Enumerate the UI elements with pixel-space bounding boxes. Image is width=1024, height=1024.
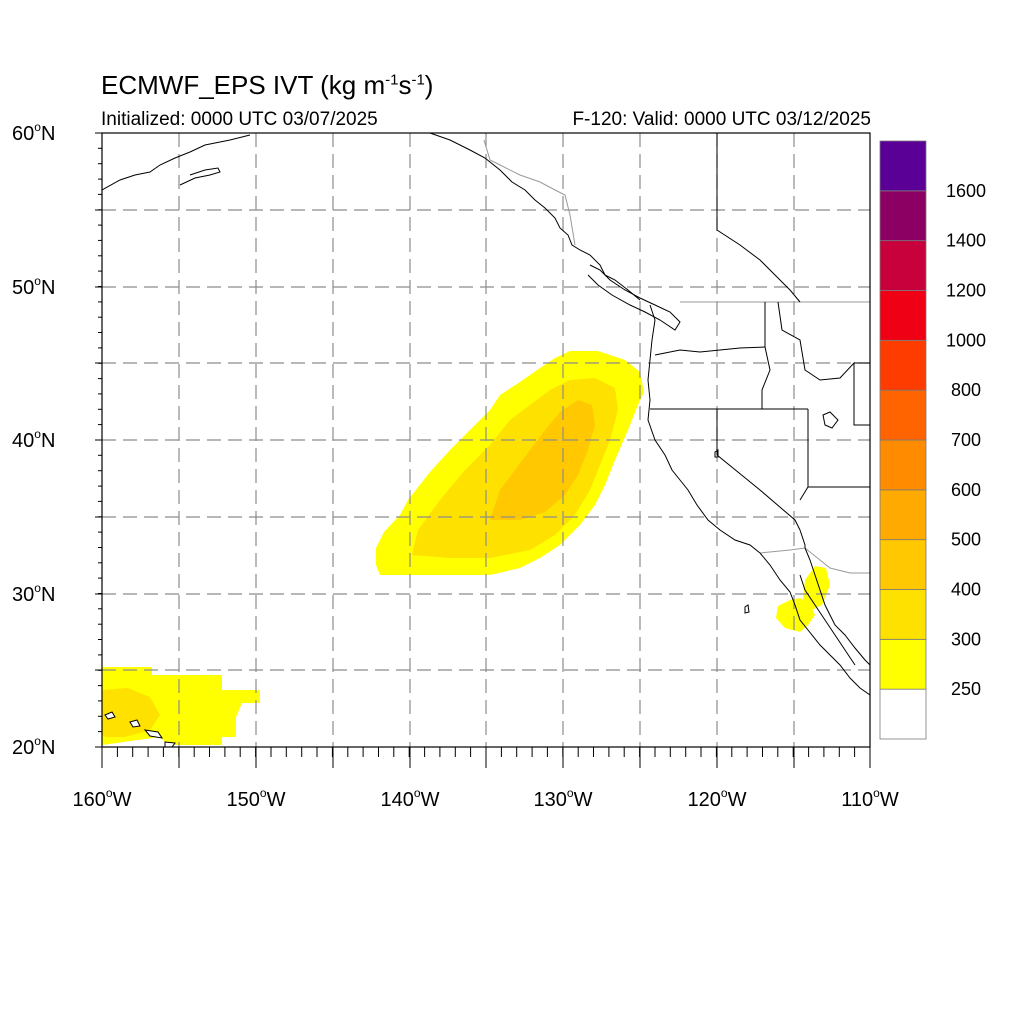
political-boundaries — [483, 139, 870, 574]
lat-lon-grid — [102, 133, 870, 747]
gulf-of-alaska-coast — [429, 133, 641, 301]
nv-ut-border — [799, 409, 809, 501]
colorbar-label-1200: 1200 — [946, 281, 986, 301]
colorbar-box-3 — [879, 539, 927, 590]
map-title: ECMWF_EPS IVT (kg m-1s-1) — [101, 70, 434, 100]
colorbar-label-250: 250 — [951, 679, 981, 699]
colorbar-box-6 — [879, 389, 927, 441]
colorbar: 250 300 400 500 600 700 800 1000 1200 1400 1600 — [879, 140, 986, 740]
bc-ab-border — [716, 133, 801, 303]
us-mexico-border — [759, 547, 870, 574]
colorbar-box-7 — [879, 339, 927, 391]
colorbar-box-10 — [879, 190, 927, 242]
colorbar-box-4 — [879, 489, 927, 541]
x-axis-labels: 160oW 150oW 140oW 130oW 120oW 110oW — [73, 786, 899, 811]
hawaii-island-3 — [143, 729, 164, 739]
hawaii-island-1 — [104, 711, 116, 720]
init-time-label: Initialized: 0000 UTC 03/07/2025 — [101, 109, 378, 130]
or-id-border — [761, 346, 771, 409]
colorbar-label-1600: 1600 — [946, 181, 986, 201]
x-tick-140w: 140oW — [381, 786, 440, 811]
colorbar-label-500: 500 — [951, 530, 981, 550]
bc-coast — [587, 264, 681, 331]
colorbar-box-8 — [879, 290, 927, 341]
alaska-west-coast — [102, 134, 251, 191]
minor-ticks — [98, 132, 871, 757]
baja-east-coast — [804, 547, 870, 666]
hawaii-island-2 — [129, 719, 141, 728]
map-area — [102, 133, 870, 747]
ca-nv-border — [716, 409, 801, 531]
colorbar-label-1400: 1400 — [946, 231, 986, 251]
alaska-canada-border — [483, 139, 576, 246]
baja-west-coast — [759, 552, 870, 696]
ivt-shading — [102, 351, 830, 745]
colorbar-box-11 — [879, 140, 927, 192]
y-tick-50: 50oN — [12, 274, 55, 299]
y-axis-labels: 60oN 50oN 40oN 30oN 20oN — [12, 120, 55, 759]
x-tick-150w: 150oW — [227, 786, 286, 811]
west-coast-us — [647, 304, 761, 554]
great-salt-lake — [822, 411, 839, 429]
hawaii-island-4 — [164, 741, 176, 747]
colorbar-label-700: 700 — [951, 430, 981, 450]
valid-time-label: F-120: Valid: 0000 UTC 03/12/2025 — [572, 109, 871, 130]
mexico-mainland-coast — [799, 574, 856, 666]
ivt-baja-blob1 — [776, 598, 815, 632]
wa-or-border — [654, 346, 766, 356]
x-tick-130w: 130oW — [534, 786, 593, 811]
colorbar-box-0 — [879, 688, 927, 740]
colorbar-box-2 — [879, 589, 927, 640]
ivt-baja-blob2 — [803, 566, 830, 610]
guadalupe-island — [744, 604, 750, 614]
colorbar-box-1 — [879, 638, 927, 690]
colorbar-label-400: 400 — [951, 580, 981, 600]
colorbar-label-300: 300 — [951, 629, 981, 649]
colorbar-label-800: 800 — [951, 380, 981, 400]
y-tick-30: 30oN — [12, 581, 55, 606]
az-ca-border — [799, 529, 806, 548]
y-tick-20: 20oN — [12, 734, 55, 759]
colorbar-label-600: 600 — [951, 480, 981, 500]
colorbar-box-9 — [879, 240, 927, 291]
ivt-ar-core — [490, 400, 595, 520]
colorbar-box-5 — [879, 439, 927, 491]
state-boundaries — [650, 133, 870, 531]
id-mt-border — [777, 301, 870, 426]
alaska-south-coast — [179, 167, 221, 186]
coastlines — [102, 133, 870, 747]
x-tick-160w: 160oW — [73, 786, 132, 811]
x-tick-120w: 120oW — [688, 786, 747, 811]
ivt-hawaii-mid — [102, 688, 160, 737]
y-tick-60: 60oN — [12, 120, 55, 145]
y-tick-40: 40oN — [12, 427, 55, 452]
colorbar-label-1000: 1000 — [946, 330, 986, 350]
x-tick-110w: 110oW — [841, 786, 899, 811]
